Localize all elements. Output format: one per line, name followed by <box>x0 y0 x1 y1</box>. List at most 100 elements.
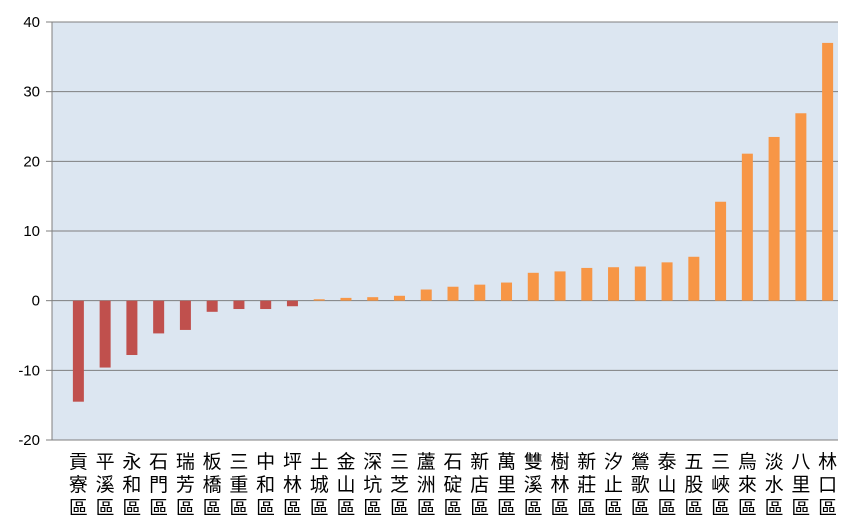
category-label-char: 坑 <box>363 474 382 496</box>
bar <box>581 267 593 301</box>
bar <box>501 282 513 301</box>
bar <box>260 300 272 310</box>
category-label-char: 三 <box>390 451 409 473</box>
category-label-char: 區 <box>256 497 275 519</box>
category-label-char: 貢 <box>69 451 88 473</box>
bar <box>313 299 325 301</box>
category-label: 新店區 <box>470 451 489 519</box>
category-label-char: 區 <box>738 497 757 519</box>
category-label-char: 水 <box>765 474 784 496</box>
category-label: 雙溪區 <box>524 451 543 519</box>
category-label: 深坑區 <box>363 451 382 519</box>
category-label-char: 區 <box>577 497 596 519</box>
category-label-char: 區 <box>470 497 489 519</box>
bar <box>634 266 646 301</box>
bar <box>554 271 566 301</box>
category-label-char: 來 <box>738 474 757 496</box>
y-tick-labels: -20 -10 0 10 20 30 40 <box>18 14 40 449</box>
category-label: 永和區 <box>122 451 141 519</box>
category-label-char: 門 <box>149 474 168 496</box>
category-label: 五股區 <box>684 451 703 519</box>
bar <box>99 300 111 368</box>
category-label-char: 石 <box>443 451 462 473</box>
bar <box>179 300 191 330</box>
category-label-char: 林 <box>283 474 302 496</box>
category-label-char: 和 <box>122 474 141 496</box>
category-label-char: 山 <box>658 474 677 496</box>
category-label-char: 新 <box>577 451 596 473</box>
category-label-char: 金 <box>336 451 355 473</box>
bar <box>608 267 620 301</box>
category-label-char: 區 <box>443 497 462 519</box>
category-label-char: 區 <box>310 497 329 519</box>
y-tick-label: 40 <box>23 14 40 31</box>
category-label-char: 區 <box>96 497 115 519</box>
category-label-char: 區 <box>604 497 623 519</box>
category-label-char: 區 <box>765 497 784 519</box>
y-tick-label: -10 <box>18 362 40 379</box>
category-label-char: 歌 <box>631 474 650 496</box>
category-label-char: 鶯 <box>631 451 650 473</box>
category-label-char: 土 <box>310 451 329 473</box>
y-tick-label: 10 <box>23 223 40 240</box>
bar <box>72 300 84 402</box>
bar <box>340 297 352 301</box>
category-label-char: 區 <box>417 497 436 519</box>
category-label-char: 芝 <box>390 474 409 496</box>
bars <box>72 42 834 402</box>
category-label: 三芝區 <box>390 451 409 519</box>
bar <box>126 300 138 356</box>
category-label-char: 碇 <box>443 474 462 496</box>
category-label-char: 八 <box>791 451 810 473</box>
category-label: 八里區 <box>791 451 810 519</box>
category-label: 平溪區 <box>96 451 115 519</box>
category-label-char: 區 <box>551 497 570 519</box>
category-label: 淡水區 <box>765 451 784 519</box>
category-label-char: 永 <box>122 451 141 473</box>
category-label-char: 店 <box>470 474 489 496</box>
axes <box>46 21 53 441</box>
bar <box>527 272 539 301</box>
category-label-char: 股 <box>684 474 703 496</box>
category-label: 泰山區 <box>658 451 677 519</box>
category-label-char: 區 <box>176 497 195 519</box>
category-label-char: 深 <box>363 451 382 473</box>
bar <box>822 42 834 301</box>
category-label: 鶯歌區 <box>631 451 650 519</box>
bar <box>367 297 379 301</box>
category-label-char: 芳 <box>176 474 195 496</box>
category-label: 石碇區 <box>443 451 462 519</box>
category-label: 樹林區 <box>551 451 570 519</box>
category-label-char: 區 <box>524 497 543 519</box>
category-label-char: 重 <box>229 474 248 496</box>
category-label-char: 莊 <box>577 474 596 496</box>
category-label-char: 區 <box>818 497 837 519</box>
category-label-char: 瑞 <box>176 451 195 473</box>
category-label: 烏來區 <box>738 451 757 519</box>
category-label-char: 溪 <box>524 474 543 496</box>
bar <box>474 284 486 301</box>
category-label: 金山區 <box>336 451 355 519</box>
category-label-char: 區 <box>149 497 168 519</box>
category-label: 石門區 <box>149 451 168 519</box>
y-tick-label: 30 <box>23 84 40 101</box>
category-label-char: 區 <box>203 497 222 519</box>
category-label: 坪林區 <box>283 451 302 519</box>
category-label-char: 林 <box>818 451 837 473</box>
category-label-char: 區 <box>122 497 141 519</box>
category-label-char: 平 <box>96 451 115 473</box>
category-label-char: 新 <box>470 451 489 473</box>
bar <box>688 256 700 301</box>
category-label-char: 林 <box>551 474 570 496</box>
category-label-char: 區 <box>390 497 409 519</box>
category-label-char: 汐 <box>604 451 623 473</box>
category-label-char: 區 <box>631 497 650 519</box>
category-label-char: 洲 <box>417 474 436 496</box>
category-label: 土城區 <box>310 451 329 519</box>
category-label-char: 樹 <box>551 451 570 473</box>
category-label-char: 區 <box>229 497 248 519</box>
category-labels: 貢寮區平溪區永和區石門區瑞芳區板橋區三重區中和區坪林區土城區金山區深坑區三芝區蘆… <box>69 451 837 519</box>
category-label-char: 五 <box>684 451 703 473</box>
category-label-char: 橋 <box>203 474 222 496</box>
category-label-char: 溪 <box>96 474 115 496</box>
